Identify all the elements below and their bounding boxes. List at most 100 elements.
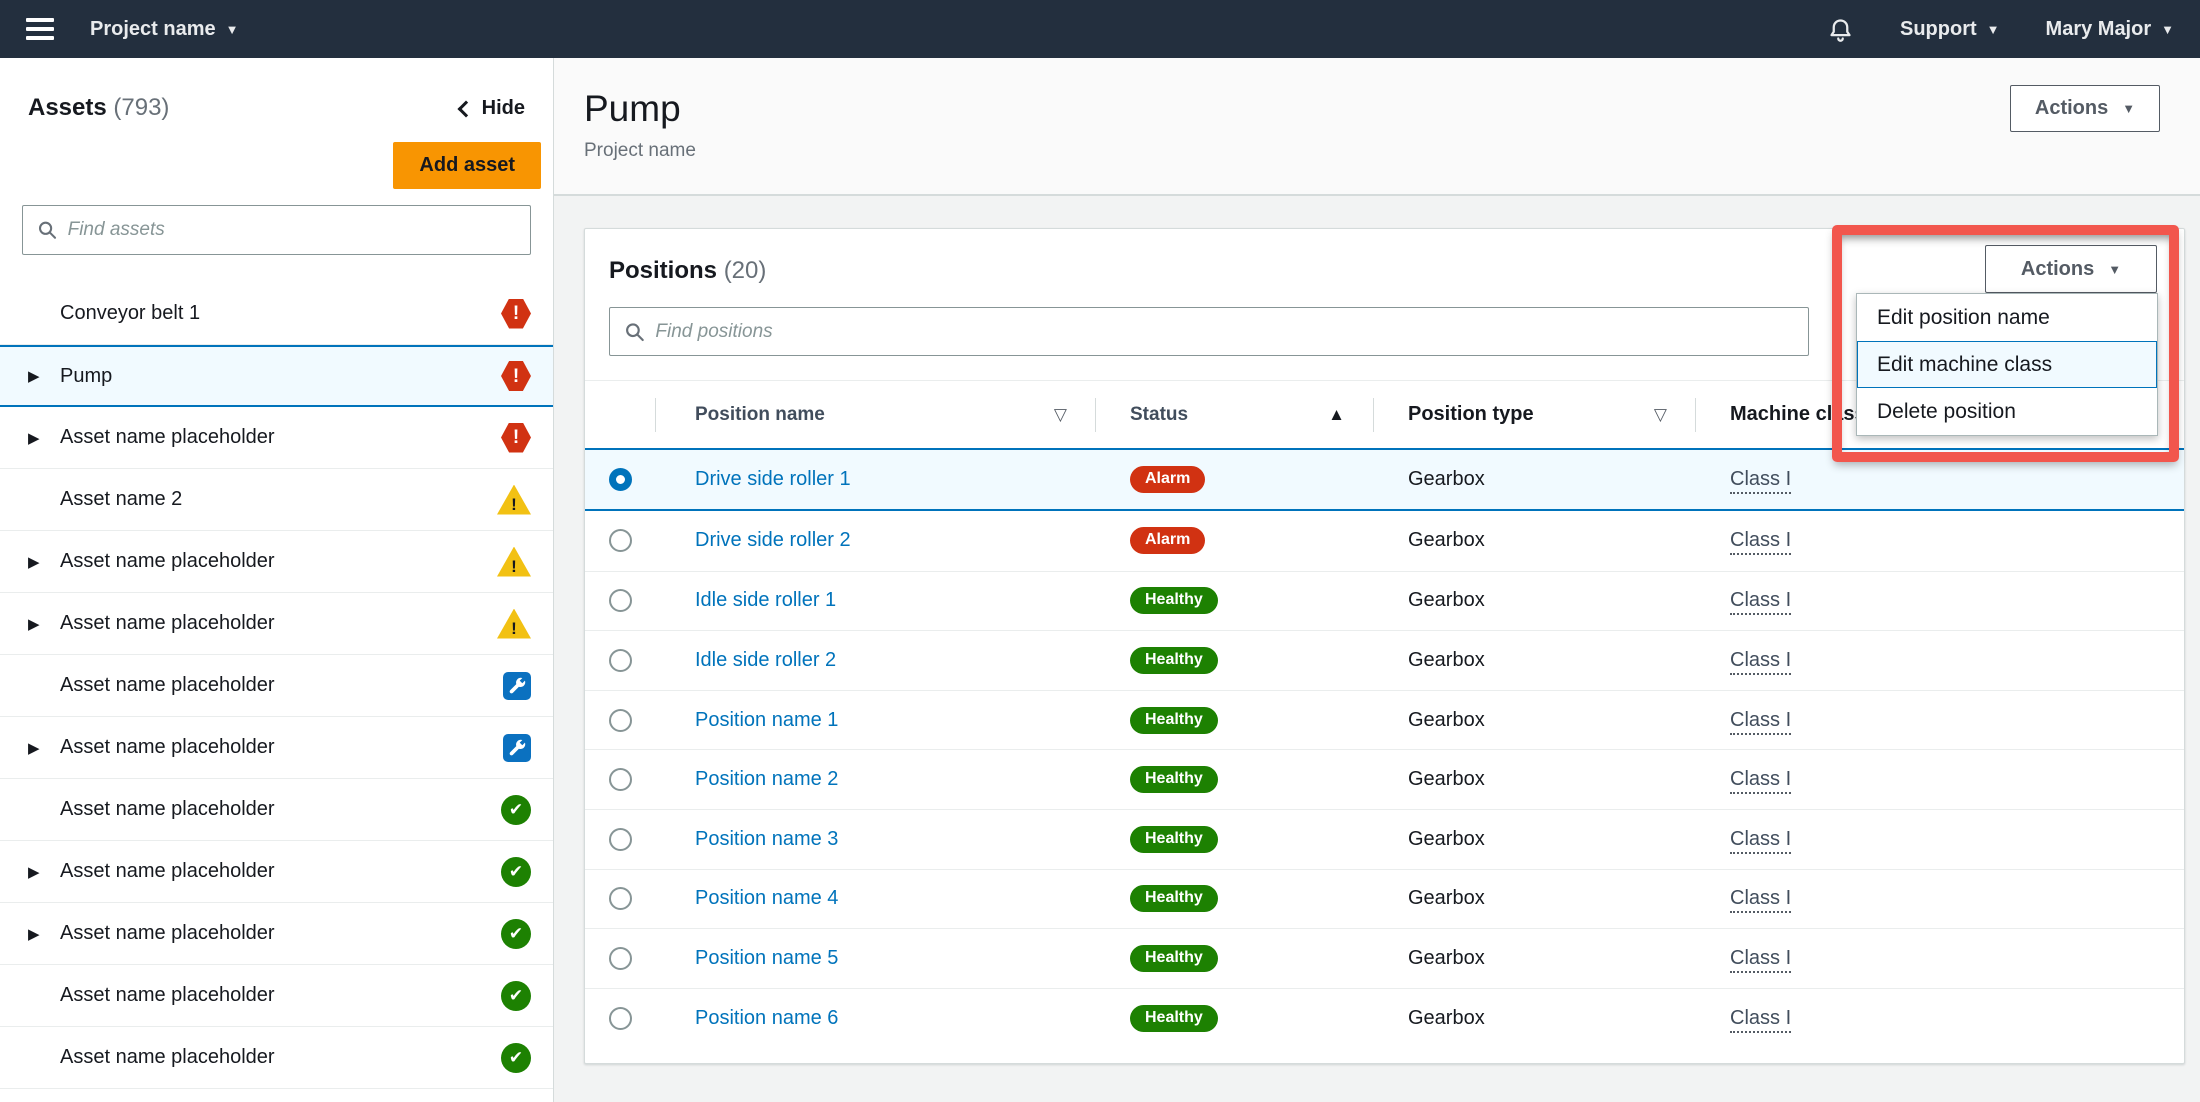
radio-button[interactable] <box>608 887 632 911</box>
table-row[interactable]: Position name 6 Healthy Gearbox Class I <box>585 987 2184 1048</box>
table-row[interactable]: Position name 4 Healthy Gearbox Class I <box>585 868 2184 929</box>
asset-item[interactable]: ▶ Asset name placeholder ! <box>0 593 553 655</box>
asset-label: Pump <box>60 364 113 387</box>
radio-button[interactable] <box>608 768 632 792</box>
position-link[interactable]: Position name 5 <box>695 946 839 969</box>
position-link[interactable]: Position name 6 <box>695 1006 839 1029</box>
menu-item-edit-position-name[interactable]: Edit position name <box>1857 294 2157 341</box>
menu-item-delete-position[interactable]: Delete position <box>1857 388 2157 435</box>
column-header-position-name[interactable]: Position name ▽ <box>655 381 1095 448</box>
machine-class-link[interactable]: Class I <box>1730 468 1792 494</box>
asset-item[interactable]: ▶ Asset name placeholder ✔ <box>0 903 553 965</box>
radio-button[interactable] <box>608 529 632 553</box>
asset-list: ▶ Conveyor belt 1 ! ▶ Pump ! ▶ Asset nam… <box>0 283 553 1102</box>
positions-title: Positions (20) <box>609 257 767 284</box>
asset-label: Asset name placeholder <box>60 798 275 820</box>
expand-arrow-icon[interactable]: ▶ <box>28 553 40 571</box>
position-link[interactable]: Drive side roller 2 <box>695 529 851 552</box>
expand-arrow-icon[interactable]: ▶ <box>28 429 40 447</box>
machine-class-link[interactable]: Class I <box>1730 827 1792 854</box>
status-badge-healthy: Healthy <box>1130 825 1218 853</box>
machine-class-link[interactable]: Class I <box>1730 648 1792 675</box>
asset-item[interactable]: ▶ Asset name placeholder <box>0 717 553 779</box>
expand-arrow-icon[interactable]: ▶ <box>28 368 40 385</box>
user-menu[interactable]: Mary Major ▼ <box>2046 18 2174 41</box>
asset-item-selected[interactable]: ▶ Pump ! <box>0 345 553 407</box>
table-row[interactable]: Idle side roller 1 Healthy Gearbox Class… <box>585 570 2184 631</box>
page-actions-button[interactable]: Actions ▼ <box>2010 85 2160 132</box>
machine-class-link[interactable]: Class I <box>1730 946 1792 973</box>
radio-button[interactable] <box>608 708 632 732</box>
page-title: Pump <box>584 88 681 129</box>
machine-class-link[interactable]: Class I <box>1730 1006 1792 1033</box>
asset-label: Asset name placeholder <box>60 674 275 696</box>
expand-arrow-icon[interactable]: ▶ <box>28 739 40 757</box>
assets-title: Assets (793) <box>28 94 170 121</box>
machine-class-link[interactable]: Class I <box>1730 529 1792 556</box>
machine-class-link[interactable]: Class I <box>1730 768 1792 795</box>
position-link[interactable]: Position name 3 <box>695 827 839 850</box>
position-type-cell: Gearbox <box>1408 529 1485 552</box>
alarm-status-icon: ! <box>501 298 531 329</box>
position-link[interactable]: Position name 2 <box>695 768 839 791</box>
asset-label: Asset name placeholder <box>60 860 275 882</box>
add-asset-button[interactable]: Add asset <box>393 142 541 189</box>
radio-button-checked[interactable] <box>608 468 632 491</box>
position-link[interactable]: Drive side roller 1 <box>695 468 851 490</box>
table-row[interactable]: Position name 2 Healthy Gearbox Class I <box>585 749 2184 809</box>
asset-label: Asset name placeholder <box>60 612 275 634</box>
position-link[interactable]: Idle side roller 1 <box>695 589 837 612</box>
asset-item[interactable]: ▶ Conveyor belt 1 ! <box>0 283 553 345</box>
position-type-cell: Gearbox <box>1408 589 1485 612</box>
positions-search-input[interactable] <box>655 320 1794 343</box>
asset-item[interactable]: ▶ Asset name placeholder ! <box>0 407 553 469</box>
menu-item-edit-machine-class[interactable]: Edit machine class <box>1857 341 2157 388</box>
position-link[interactable]: Position name 1 <box>695 708 839 731</box>
table-row[interactable]: Drive side roller 2 Alarm Gearbox Class … <box>585 511 2184 571</box>
warning-status-icon: ! <box>497 608 531 639</box>
asset-item[interactable]: ▶ Asset name placeholder ! <box>0 531 553 593</box>
asset-item[interactable]: ▶ Asset name placeholder ✔ <box>0 965 553 1027</box>
machine-class-link[interactable]: Class I <box>1730 589 1792 616</box>
table-row-selected[interactable]: Drive side roller 1 Alarm Gearbox Class … <box>585 448 2184 511</box>
expand-arrow-icon[interactable]: ▶ <box>28 925 40 943</box>
table-row[interactable]: Position name 1 Healthy Gearbox Class I <box>585 689 2184 750</box>
asset-item[interactable]: ▶ Asset name placeholder ✔ <box>0 779 553 841</box>
table-row[interactable]: Position name 3 Healthy Gearbox Class I <box>585 808 2184 869</box>
asset-item[interactable]: ▶ Asset name 2 ! <box>0 469 553 531</box>
support-menu[interactable]: Support ▼ <box>1900 18 2000 41</box>
position-link[interactable]: Idle side roller 2 <box>695 648 837 671</box>
asset-item[interactable]: ▶ Asset name placeholder <box>0 655 553 717</box>
radio-button[interactable] <box>608 827 632 851</box>
position-type-cell: Gearbox <box>1408 648 1485 671</box>
radio-button[interactable] <box>608 589 632 613</box>
asset-item[interactable]: ▶ Asset name placeholder ✔ <box>0 1089 553 1102</box>
hamburger-menu-icon[interactable] <box>26 18 54 40</box>
machine-class-link[interactable]: Class I <box>1730 887 1792 914</box>
asset-item[interactable]: ▶ Asset name placeholder ✔ <box>0 841 553 903</box>
expand-arrow-icon[interactable]: ▶ <box>28 863 40 881</box>
chevron-down-icon: ▼ <box>1986 21 2000 37</box>
machine-class-link[interactable]: Class I <box>1730 708 1792 735</box>
radio-button[interactable] <box>608 946 632 970</box>
radio-button[interactable] <box>608 1006 632 1030</box>
search-icon <box>626 322 644 341</box>
position-type-cell: Gearbox <box>1408 708 1485 731</box>
project-name-menu[interactable]: Project name ▼ <box>90 18 238 41</box>
hide-sidebar-button[interactable]: Hide <box>457 97 525 120</box>
notifications-bell-icon[interactable] <box>1827 16 1854 43</box>
column-header-position-type[interactable]: Position type ▽ <box>1373 381 1695 448</box>
chevron-down-icon: ▼ <box>225 21 239 37</box>
healthy-status-icon: ✔ <box>501 918 531 949</box>
table-row[interactable]: Position name 5 Healthy Gearbox Class I <box>585 928 2184 988</box>
asset-item[interactable]: ▶ Asset name placeholder ✔ <box>0 1027 553 1089</box>
positions-actions-button[interactable]: Actions ▼ <box>1985 245 2157 293</box>
column-header-status[interactable]: Status ▲ <box>1095 381 1373 448</box>
assets-search-input[interactable] <box>67 219 516 241</box>
status-badge-healthy: Healthy <box>1130 587 1218 615</box>
position-link[interactable]: Position name 4 <box>695 887 839 910</box>
radio-button[interactable] <box>608 648 632 672</box>
expand-arrow-icon[interactable]: ▶ <box>28 615 40 633</box>
status-badge-alarm: Alarm <box>1130 466 1206 493</box>
table-row[interactable]: Idle side roller 2 Healthy Gearbox Class… <box>585 630 2184 690</box>
